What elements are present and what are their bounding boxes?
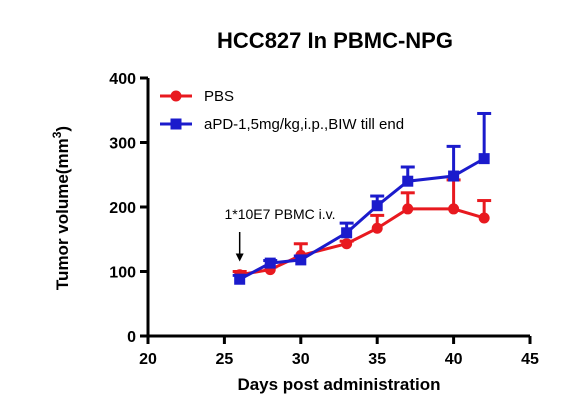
y-tick-label: 400 xyxy=(109,71,136,88)
legend-marker xyxy=(170,118,182,130)
y-axis-label-superscript: 3 xyxy=(50,131,64,138)
data-point xyxy=(448,203,460,215)
legend-label: aPD-1,5mg/kg,i.p.,BIW till end xyxy=(204,116,404,133)
legend-marker xyxy=(170,90,182,102)
y-tick-label: 100 xyxy=(109,265,136,282)
data-point xyxy=(371,222,383,234)
x-ticks: 20 25 30 35 40 45 xyxy=(139,336,539,368)
annotation-arrow-head xyxy=(235,253,244,262)
legend-item: aPD-1,5mg/kg,i.p.,BIW till end xyxy=(160,116,404,133)
data-point xyxy=(402,175,414,187)
data-point xyxy=(341,227,353,239)
x-tick-label: 40 xyxy=(445,351,463,368)
data-point xyxy=(478,212,490,224)
legend-item: PBS xyxy=(160,88,234,105)
x-tick-label: 45 xyxy=(521,351,539,368)
y-ticks: 0 100 200 300 400 xyxy=(109,71,148,346)
data-point xyxy=(478,153,490,165)
y-axis-label-close: ) xyxy=(53,126,72,132)
data-point xyxy=(234,273,246,285)
data-point xyxy=(371,200,383,212)
x-tick-label: 35 xyxy=(368,351,386,368)
y-axis-label: Tumor volume(mm3) xyxy=(50,126,72,290)
plot-area: 0 100 200 300 400 20 25 30 35 40 45 xyxy=(109,71,539,368)
data-point xyxy=(402,203,414,215)
x-axis-label: Days post administration xyxy=(237,375,440,394)
series-layer xyxy=(232,111,492,285)
y-tick-label: 0 xyxy=(127,329,136,346)
annotation-text: 1*10E7 PBMC i.v. xyxy=(224,206,335,222)
y-axis-label-main: Tumor volume(mm xyxy=(53,138,72,290)
x-tick-label: 25 xyxy=(216,351,234,368)
annotation: 1*10E7 PBMC i.v. xyxy=(224,206,336,262)
x-tick-label: 30 xyxy=(292,351,310,368)
series-apd1 xyxy=(232,111,492,285)
data-point xyxy=(448,170,460,182)
legend: PBS aPD-1,5mg/kg,i.p.,BIW till end xyxy=(160,88,404,133)
y-tick-label: 200 xyxy=(109,200,136,217)
chart-title: HCC827 In PBMC-NPG xyxy=(217,28,453,53)
y-tick-label: 300 xyxy=(109,136,136,153)
x-tick-label: 20 xyxy=(139,351,157,368)
data-point xyxy=(295,254,307,266)
data-point xyxy=(341,238,353,250)
legend-label: PBS xyxy=(204,88,234,105)
data-point xyxy=(264,257,276,269)
